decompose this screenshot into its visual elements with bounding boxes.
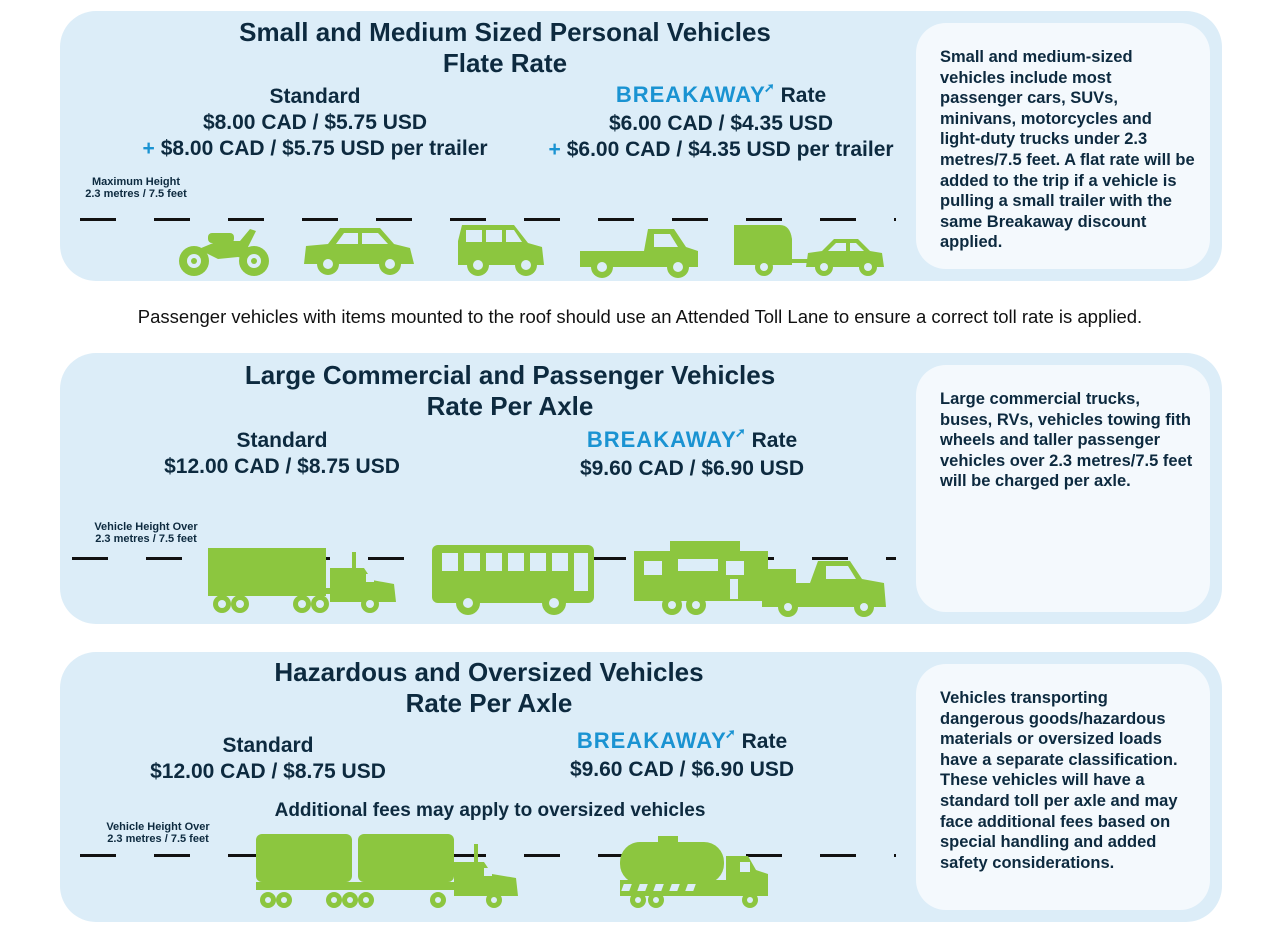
height-line [80,854,896,857]
breakaway-heading: BREAKAWAY➚ Rate [490,425,894,456]
standard-heading: Standard [222,734,314,757]
title-line-2: Flate Rate [442,48,568,78]
plus-icon: + [548,138,561,161]
oversized-truck-icon [256,834,518,908]
rv-fifth-wheel-icon [634,541,886,617]
arrow-up-right-icon: ➚ [734,425,746,440]
standard-rate: Standard $12.00 CAD / $8.75 USD [66,733,470,785]
height-over-label: Vehicle Height Over 2.3 metres / 7.5 fee… [98,821,218,845]
large-vehicles-panel: Large Commercial and Passenger Vehicles … [60,353,1222,624]
additional-fees-note: Additional fees may apply to oversized v… [274,800,706,821]
tanker-truck-icon [620,836,768,908]
semi-truck-icon [208,548,396,613]
title-line-2: Rate Per Axle [405,688,573,718]
small-vehicles-panel: Small and Medium Sized Personal Vehicles… [60,11,1222,281]
car-with-trailer-icon [734,225,884,276]
title-line-2: Rate Per Axle [426,391,594,421]
breakaway-trailer-value: $6.00 CAD / $4.35 USD per trailer [566,138,894,161]
standard-trailer: + $8.00 CAD / $5.75 USD per trailer [100,136,530,162]
title-line-1: Large Commercial and Passenger Vehicles [244,360,776,390]
hazardous-vehicles-panel: Hazardous and Oversized Vehicles Rate Pe… [60,652,1222,922]
height-over-label: Vehicle Height Over 2.3 metres / 7.5 fee… [86,521,206,545]
standard-heading: Standard [269,85,361,108]
bus-icon [432,545,594,615]
small-vehicles-title: Small and Medium Sized Personal Vehicles… [150,17,860,79]
standard-heading: Standard [236,429,328,452]
arrow-up-right-icon: ➚ [724,726,736,741]
breakaway-heading: BREAKAWAY➚ Rate [506,80,936,111]
height-line [80,218,896,221]
large-vehicles-info-box: Large commercial trucks, buses, RVs, veh… [916,365,1210,612]
small-vehicles-info-box: Small and medium-sized vehicles include … [916,23,1210,269]
breakaway-value: $9.60 CAD / $6.90 USD [579,457,805,480]
roof-items-note: Passenger vehicles with items mounted to… [137,306,1143,327]
motorcycle-icon [179,229,269,276]
standard-value: $12.00 CAD / $8.75 USD [150,760,386,783]
standard-value: $12.00 CAD / $8.75 USD [164,455,400,478]
hazardous-vehicles-title: Hazardous and Oversized Vehicles Rate Pe… [134,657,844,719]
title-line-1: Small and Medium Sized Personal Vehicles [239,17,771,47]
breakaway-rate: BREAKAWAY➚ Rate $6.00 CAD / $4.35 USD + $… [506,80,936,163]
breakaway-rate: BREAKAWAY➚ Rate $9.60 CAD / $6.90 USD [490,425,894,482]
large-vehicles-title: Large Commercial and Passenger Vehicles … [155,360,865,422]
standard-trailer-value: $8.00 CAD / $5.75 USD per trailer [160,137,488,160]
breakaway-heading: BREAKAWAY➚ Rate [480,726,884,757]
pickup-truck-icon [580,229,698,278]
rate-label: Rate [751,429,798,452]
standard-value: $8.00 CAD / $5.75 USD [202,111,428,134]
height-line-1: Maximum Height [91,176,180,188]
breakaway-value: $9.60 CAD / $6.90 USD [569,758,795,781]
breakaway-rate: BREAKAWAY➚ Rate $9.60 CAD / $6.90 USD [480,726,884,783]
small-vehicles-info-text: Small and medium-sized vehicles include … [940,48,1195,252]
hazardous-vehicles-info-text: Vehicles transporting dangerous goods/ha… [940,689,1178,872]
rate-label: Rate [741,730,788,753]
car-icon [304,228,414,275]
breakaway-logo: BREAKAWAY [576,728,727,753]
plus-icon: + [142,137,155,160]
height-line-2: 2.3 metres / 7.5 feet [107,833,209,845]
title-line-1: Hazardous and Oversized Vehicles [274,657,704,687]
max-height-label: Maximum Height 2.3 metres / 7.5 feet [76,176,196,200]
height-line-2: 2.3 metres / 7.5 feet [85,188,187,200]
breakaway-value: $6.00 CAD / $4.35 USD [608,112,834,135]
breakaway-logo: BREAKAWAY [615,82,766,107]
hazardous-vehicles-info-box: Vehicles transporting dangerous goods/ha… [916,664,1210,910]
suv-icon [458,225,544,276]
standard-rate: Standard $8.00 CAD / $5.75 USD + $8.00 CA… [100,84,530,162]
height-line-2: 2.3 metres / 7.5 feet [95,533,197,545]
large-vehicles-info-text: Large commercial trucks, buses, RVs, veh… [940,390,1193,491]
standard-rate: Standard $12.00 CAD / $8.75 USD [80,428,484,480]
breakaway-trailer: + $6.00 CAD / $4.35 USD per trailer [506,137,936,163]
height-line-1: Vehicle Height Over [106,821,210,833]
arrow-up-right-icon: ➚ [763,80,775,95]
rate-label: Rate [780,84,827,107]
breakaway-logo: BREAKAWAY [586,427,737,452]
height-line-1: Vehicle Height Over [94,521,198,533]
